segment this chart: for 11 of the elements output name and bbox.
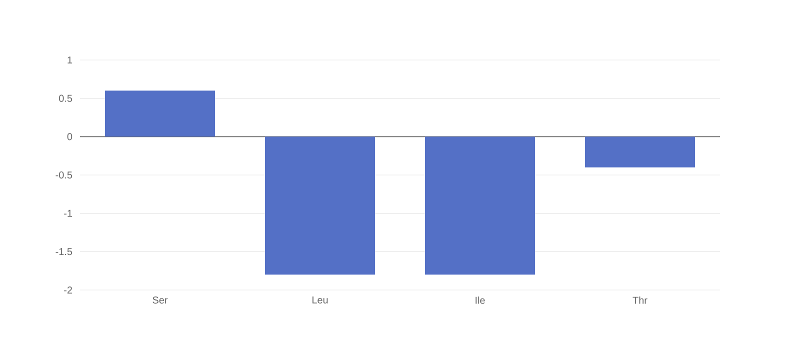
x-tick-label: Ser — [152, 296, 168, 304]
y-tick-label: -2 — [64, 286, 72, 294]
x-tick-label: Ile — [476, 296, 485, 304]
y-tick-label: 1 — [68, 56, 72, 64]
x-tick-label: Thr — [632, 296, 648, 304]
y-tick-label: 0.5 — [59, 94, 72, 102]
y-tick-label: -1 — [64, 210, 72, 217]
x-tick-label: Leu — [312, 296, 328, 304]
y-tick-label: -1.5 — [56, 248, 72, 256]
y-tick-label: 0 — [67, 133, 72, 140]
y-tick-label: -0.5 — [56, 171, 72, 179]
